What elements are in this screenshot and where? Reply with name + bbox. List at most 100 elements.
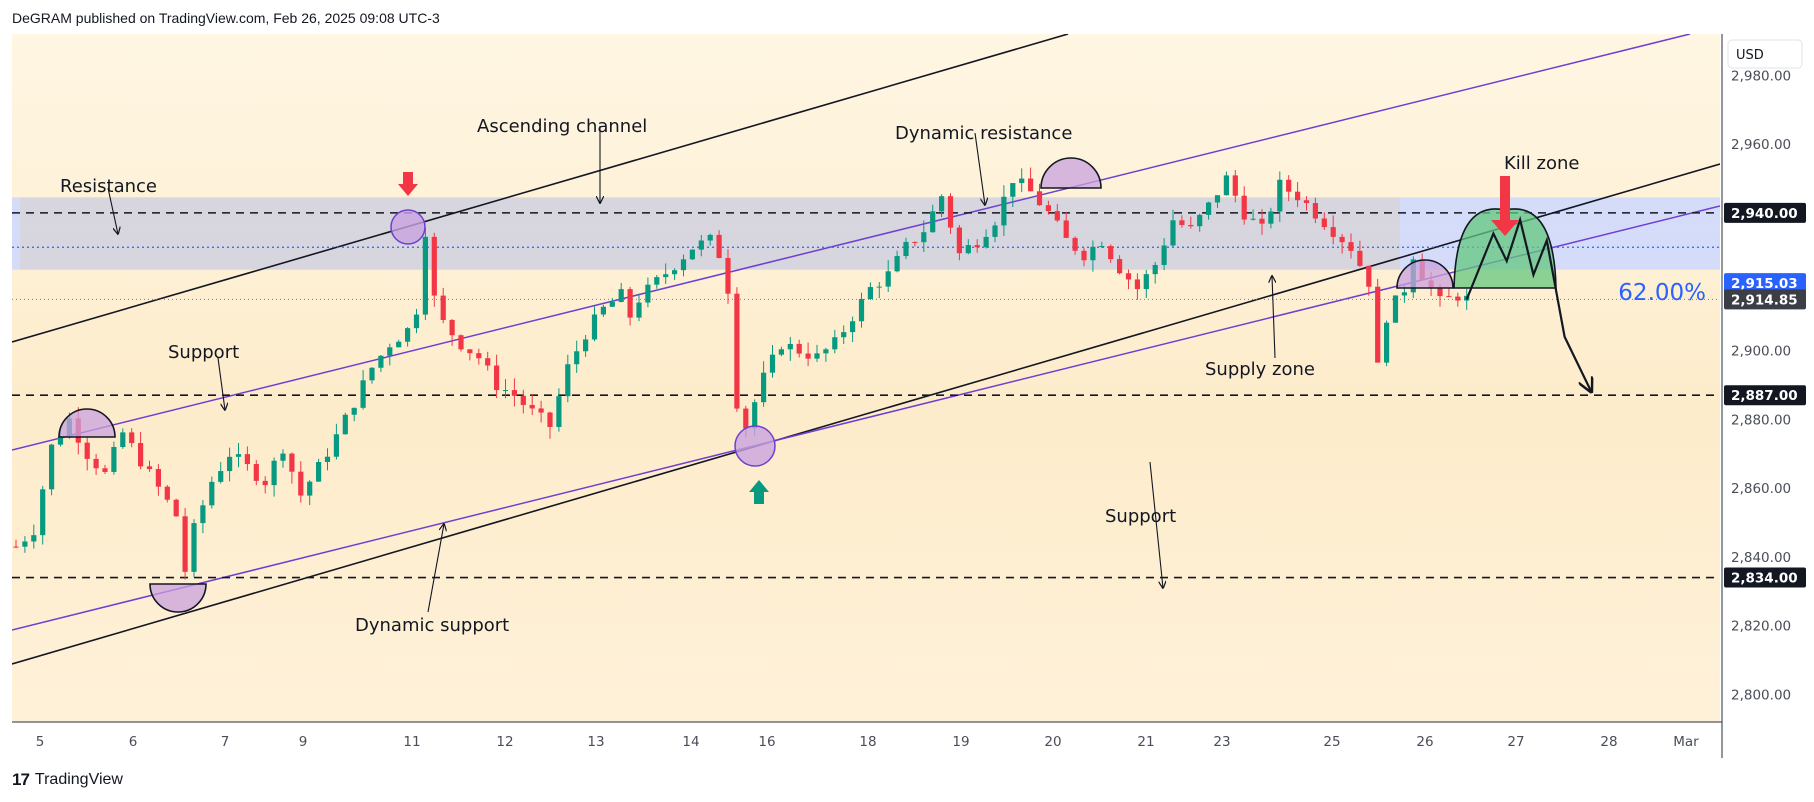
candle-body (1019, 178, 1025, 184)
candle-body (1036, 191, 1043, 206)
time-tick-label: 14 (682, 734, 699, 750)
candle-body (743, 408, 749, 429)
candle-body (832, 337, 838, 350)
candle-body (930, 211, 936, 233)
candle-body (1321, 218, 1327, 228)
annotation-label-5: Supply zone (1205, 359, 1315, 380)
candle-body (1241, 195, 1247, 220)
candle-body (1117, 259, 1123, 274)
candle-body (947, 196, 954, 228)
candle-body (316, 461, 322, 482)
candle-body (1090, 246, 1096, 261)
candle-body (502, 390, 509, 392)
reaction-semicircle-1 (149, 583, 207, 613)
time-tick-label: 16 (758, 734, 775, 750)
candle-body (939, 196, 945, 212)
tradingview-brand-text: TradingView (34, 771, 123, 788)
candle-body (876, 286, 882, 288)
candle-body (1330, 227, 1336, 237)
candle-body (574, 351, 580, 365)
candle-body (138, 443, 144, 467)
dynamic-resistance-line (12, 34, 1691, 451)
candle-body (289, 453, 295, 472)
tradingview-logo-icon: 17 (12, 770, 30, 789)
candle-body (645, 284, 651, 303)
candle-body (600, 306, 606, 315)
candle-body (778, 349, 784, 355)
publish-info: DeGRAM published on TradingView.com, Feb… (12, 10, 440, 26)
candle-body (57, 436, 64, 445)
candle-body (1206, 202, 1212, 215)
channel-upper-line (12, 34, 1069, 343)
footer-brand[interactable]: 17 TradingView (12, 770, 123, 790)
candle-body (102, 468, 108, 472)
candle-body (200, 505, 206, 524)
time-tick-label: 6 (129, 734, 138, 750)
candle-body (1197, 214, 1203, 227)
supply-zone-rect (20, 197, 1400, 270)
time-tick-label: 11 (403, 734, 420, 750)
projection-path (1465, 215, 1592, 392)
candle-body (1143, 274, 1149, 290)
candle-body (476, 353, 482, 359)
candle-body (1392, 295, 1399, 323)
candle-body (1250, 218, 1256, 220)
candle-body (1010, 183, 1016, 197)
candle-body (458, 335, 464, 350)
reaction-semicircle-3 (1396, 259, 1454, 289)
candle-body (93, 458, 99, 469)
candle-body (1108, 246, 1114, 260)
price-tick-label: 2,800.00 (1731, 687, 1791, 703)
price-tick-label: 2,960.00 (1731, 137, 1791, 153)
candle-body (885, 271, 891, 287)
candle-body (707, 234, 713, 241)
reaction-semicircle-2 (1040, 157, 1102, 189)
annotation-label-1: Ascending channel (477, 116, 647, 137)
candle-body (1259, 218, 1265, 224)
price-tag-label: 2,887.00 (1731, 388, 1798, 404)
candle-body (654, 277, 660, 285)
candle-body (271, 460, 277, 486)
candle-body (324, 456, 331, 462)
currency-box (1727, 39, 1803, 69)
candle-body (618, 289, 624, 302)
time-tick-label: 19 (952, 734, 969, 750)
candle-body (1161, 245, 1167, 265)
candle-body (956, 227, 962, 254)
candle-body (716, 234, 722, 258)
candle-body (761, 372, 767, 403)
currency-label: USD (1736, 48, 1764, 63)
candle-body (111, 446, 117, 472)
price-tick-label: 2,980.00 (1731, 68, 1791, 84)
time-tick-label: 23 (1213, 734, 1230, 750)
candle-body (1054, 211, 1060, 221)
time-axis-panel (12, 722, 1720, 758)
buy-arrow-icon (749, 480, 769, 504)
time-tick-label: 28 (1600, 734, 1617, 750)
candle-body (244, 454, 250, 465)
price-tag-level (1724, 385, 1806, 406)
candle-body (912, 241, 918, 243)
plot-area (12, 34, 1720, 665)
candle-body (40, 489, 46, 536)
time-tick-label: 7 (221, 734, 230, 750)
annotation-label-0: Resistance (60, 176, 157, 197)
candle-body (556, 396, 562, 427)
candle-body (1455, 296, 1461, 301)
price-tick-label: 2,820.00 (1731, 619, 1791, 635)
candle-body (547, 412, 553, 427)
annotation-label-2: Dynamic resistance (895, 123, 1072, 144)
kill-zone-sell-arrow-icon (1491, 176, 1519, 236)
candle-body (680, 259, 687, 271)
candle-body (858, 298, 865, 322)
candle-body (1268, 211, 1274, 224)
candle-body (182, 516, 188, 572)
annotation-label-7: Dynamic support (355, 615, 509, 636)
candle-body (663, 274, 669, 278)
candle-body (698, 240, 704, 250)
candle-body (1223, 175, 1229, 196)
time-tick-label: 5 (36, 734, 45, 750)
candle-body (814, 353, 820, 359)
candle-body (1001, 196, 1007, 226)
